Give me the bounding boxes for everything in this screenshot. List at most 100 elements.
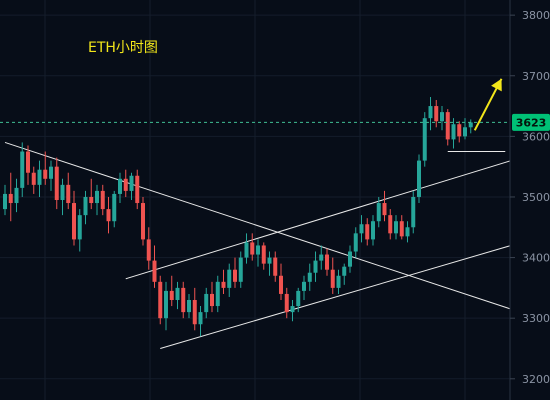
candle-46 xyxy=(267,251,272,276)
candle-26 xyxy=(152,245,157,288)
candle-36 xyxy=(210,281,214,313)
candle-body-16 xyxy=(95,190,99,204)
candle-38 xyxy=(221,269,226,294)
candle-10 xyxy=(60,178,65,216)
candle-63 xyxy=(365,218,370,246)
candle-8 xyxy=(49,160,53,191)
candle-body-38 xyxy=(221,281,226,288)
candle-body-20 xyxy=(118,178,122,194)
candle-81 xyxy=(468,119,473,134)
candle-body-29 xyxy=(169,290,174,300)
candle-body-19 xyxy=(112,193,117,222)
candle-body-7 xyxy=(43,169,48,179)
candle-27 xyxy=(158,275,163,325)
candle-body-9 xyxy=(54,166,59,200)
candle-body-51 xyxy=(296,290,301,307)
candle-body-43 xyxy=(250,242,255,255)
candle-body-69 xyxy=(399,221,404,237)
candle-body-45 xyxy=(261,245,266,264)
candle-42 xyxy=(244,233,249,264)
candle-4 xyxy=(26,145,30,185)
candle-body-58 xyxy=(336,275,341,288)
candle-41 xyxy=(238,251,243,288)
candle-1 xyxy=(8,172,13,222)
y-tick-label-4: 3600 xyxy=(522,130,550,143)
candle-21 xyxy=(123,169,128,197)
candle-11 xyxy=(66,172,71,210)
candle-51 xyxy=(296,287,301,313)
candle-29 xyxy=(169,275,174,307)
candle-16 xyxy=(95,184,99,216)
candle-body-70 xyxy=(405,227,410,237)
candle-body-15 xyxy=(89,196,94,204)
candle-15 xyxy=(89,178,94,210)
candle-body-67 xyxy=(388,215,393,234)
candle-7 xyxy=(43,151,48,185)
y-tick-label-5: 3700 xyxy=(522,70,550,83)
candle-body-21 xyxy=(123,178,128,191)
trendlines xyxy=(4,141,512,349)
candle-14 xyxy=(83,190,88,225)
grid-lines xyxy=(0,0,510,400)
candle-33 xyxy=(192,287,197,331)
candle-body-10 xyxy=(60,184,65,200)
candle-body-75 xyxy=(434,106,439,122)
candle-body-47 xyxy=(273,257,278,276)
candle-body-12 xyxy=(72,203,76,240)
candle-body-39 xyxy=(227,269,232,288)
candle-body-14 xyxy=(83,196,88,216)
candle-body-63 xyxy=(365,224,370,240)
candle-56 xyxy=(325,248,329,276)
current-price-label: 3623 xyxy=(516,116,547,129)
candlesticks xyxy=(3,96,473,337)
candle-58 xyxy=(336,269,341,294)
candle-body-31 xyxy=(181,287,186,313)
candle-80 xyxy=(463,118,467,140)
candle-40 xyxy=(233,257,237,288)
current-price-tag-box xyxy=(512,113,550,131)
candle-52 xyxy=(302,275,306,300)
candle-34 xyxy=(198,306,203,337)
candle-55 xyxy=(319,245,324,270)
candle-body-66 xyxy=(382,203,387,216)
trendline-2 xyxy=(160,244,512,349)
candle-body-3 xyxy=(20,151,25,188)
candle-32 xyxy=(187,293,191,319)
trendline-0 xyxy=(4,141,512,310)
candle-body-23 xyxy=(135,175,140,204)
current-price-tag: 3623 xyxy=(512,113,550,131)
candle-31 xyxy=(181,281,186,319)
candle-79 xyxy=(457,121,462,143)
candle-body-55 xyxy=(319,254,324,261)
candle-body-53 xyxy=(307,272,312,282)
candle-body-28 xyxy=(164,290,168,319)
candle-body-22 xyxy=(129,175,134,191)
candle-body-17 xyxy=(100,190,105,210)
candle-body-81 xyxy=(468,122,473,128)
candle-body-64 xyxy=(371,221,375,240)
price-axis: 3200 3300 3400 3500 3600 3700 3800 xyxy=(510,9,550,386)
chart-title: ETH小时图 xyxy=(88,40,158,56)
candle-body-30 xyxy=(175,287,180,300)
candle-75 xyxy=(434,100,439,128)
candle-35 xyxy=(204,287,209,319)
candle-body-40 xyxy=(233,269,237,282)
candle-body-68 xyxy=(394,221,398,234)
candle-body-13 xyxy=(77,215,82,240)
candle-body-62 xyxy=(359,224,364,234)
candle-body-11 xyxy=(66,184,71,204)
candle-body-41 xyxy=(238,257,243,282)
candle-body-59 xyxy=(342,266,347,276)
candle-39 xyxy=(227,263,232,297)
candle-body-36 xyxy=(210,293,214,307)
candle-47 xyxy=(273,251,278,282)
candle-3 xyxy=(20,142,25,197)
candle-body-80 xyxy=(463,127,467,137)
candle-body-4 xyxy=(26,151,30,173)
candle-24 xyxy=(141,196,145,246)
y-tick-label-2: 3400 xyxy=(522,252,550,265)
candle-body-42 xyxy=(244,242,249,258)
candle-body-2 xyxy=(14,187,19,204)
candle-18 xyxy=(106,196,111,234)
candle-68 xyxy=(394,215,398,240)
